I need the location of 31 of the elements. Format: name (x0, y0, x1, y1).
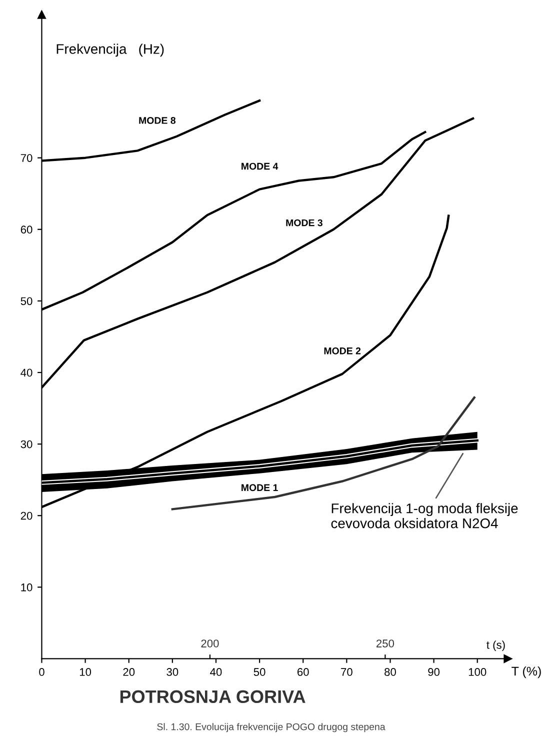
y-tick-label: 20 (20, 512, 32, 520)
x-tick-label: 90 (428, 668, 440, 676)
x-tick-label: 70 (341, 668, 352, 676)
x-tick-label: 50 (254, 668, 266, 676)
x2-axis-title: t (s) (486, 640, 505, 651)
x-tick-label: 40 (210, 668, 222, 676)
y-tick-label: 40 (20, 368, 32, 377)
x-tick-label: 100 (468, 668, 486, 676)
y-axis-title: Frekvencija (Hz) (56, 44, 164, 57)
y-tick-label: 50 (20, 297, 32, 306)
y-tick-label: 10 (21, 583, 32, 592)
y-tick-label: 30 (20, 440, 32, 448)
series-label: MODE 8 (139, 117, 176, 124)
annotation: Frekvencija 1-og moda fleksije cevovoda oksidatora N2O4 (331, 503, 518, 528)
x-tick-label: 30 (166, 668, 178, 676)
x2-tick-label: 250 (376, 640, 394, 648)
x-tick-label: 80 (384, 668, 396, 676)
y-tick-label: 60 (20, 226, 32, 234)
text: POTROSNJA GORIVA (120, 690, 306, 704)
series-label: MODE 4 (242, 162, 278, 170)
series-label: MODE 1 (242, 484, 278, 492)
x-axis-title: T (%) (512, 666, 541, 678)
x2-tick-label: 200 (201, 640, 219, 648)
x-tick-label: 60 (297, 668, 309, 676)
series-label: MODE 2 (324, 347, 361, 354)
x-tick-label: 0 (39, 668, 44, 676)
x-tick-label: 20 (123, 668, 135, 676)
x-tick-label: 10 (80, 668, 92, 676)
text: Sl. 1.30. Evolucija frekvencije POGO drugog stepena (157, 723, 386, 732)
y-tick-label: 70 (20, 154, 32, 162)
series-label: MODE 3 (286, 219, 322, 226)
